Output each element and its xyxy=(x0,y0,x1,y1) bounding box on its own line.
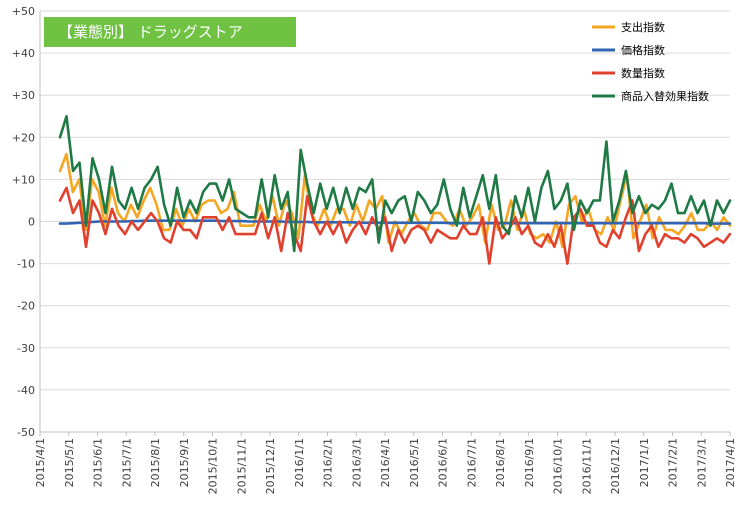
y-tick-labels: +50 +40 +30 +20 +10 0 -10 -20 -30 -40 -50 xyxy=(12,5,35,439)
x-tick-label: 2015/10/1 xyxy=(207,438,220,494)
x-tick-label: 2017/3/1 xyxy=(695,438,708,487)
y-tick-label: 0 xyxy=(28,216,35,229)
x-tick-label: 2016/10/1 xyxy=(552,438,565,494)
series-line-3 xyxy=(58,115,732,253)
x-tick-label: 2016/1/1 xyxy=(293,438,306,487)
series-line-2 xyxy=(58,186,732,265)
y-tick-label: -30 xyxy=(17,342,35,355)
x-tick-label: 2016/4/1 xyxy=(379,438,392,487)
x-tick-label: 2016/7/1 xyxy=(465,438,478,487)
x-tick-label: 2016/2/1 xyxy=(322,438,335,487)
axes xyxy=(39,11,731,436)
x-tick-label: 2015/8/1 xyxy=(149,438,162,487)
x-tick-label: 2016/8/1 xyxy=(494,438,507,487)
y-tick-label: -20 xyxy=(17,300,35,313)
y-tick-label: -10 xyxy=(17,258,35,271)
y-tick-label: +30 xyxy=(12,89,35,102)
x-tick-labels: 2015/4/1 2015/5/1 2015/6/1 2015/7/1 2015/8/1… xyxy=(34,438,735,494)
x-tick-label: 2015/12/1 xyxy=(264,438,277,494)
legend-label: 支出指数 xyxy=(621,20,665,34)
chart-title-box: 【業態別】 ドラッグストア xyxy=(44,17,296,47)
legend-label: 数量指数 xyxy=(621,66,665,80)
x-tick-label: 2016/5/1 xyxy=(408,438,421,487)
y-tick-label: +10 xyxy=(12,173,35,186)
x-tick-label: 2016/11/1 xyxy=(580,438,593,494)
x-tick-label: 2015/11/1 xyxy=(235,438,248,494)
x-tick-label: 2016/9/1 xyxy=(523,438,536,487)
y-tick-label: -50 xyxy=(17,426,35,439)
x-tick-label: 2017/2/1 xyxy=(667,438,680,487)
y-tick-label: +40 xyxy=(12,47,35,60)
y-tick-label: -40 xyxy=(17,384,35,397)
x-tick-label: 2015/4/1 xyxy=(34,438,47,487)
chart-title: 【業態別】 ドラッグストア xyxy=(58,23,243,41)
legend-label: 価格指数 xyxy=(621,43,665,57)
x-tick-label: 2016/6/1 xyxy=(437,438,450,487)
x-tick-label: 2017/1/1 xyxy=(638,438,651,487)
y-tick-label: +50 xyxy=(12,5,35,18)
x-tick-label: 2017/4/1 xyxy=(724,438,735,487)
series-lines xyxy=(58,115,732,265)
chart-title-background xyxy=(44,17,296,47)
y-tick-label: +20 xyxy=(12,131,35,144)
x-tick-label: 2015/9/1 xyxy=(178,438,191,487)
x-tick-label: 2015/7/1 xyxy=(120,438,133,487)
x-tick-label: 2015/5/1 xyxy=(63,438,76,487)
legend-label: 商品入替効果指数 xyxy=(621,89,709,103)
x-tick-label: 2016/3/1 xyxy=(350,438,363,487)
x-tick-label: 2016/12/1 xyxy=(609,438,622,494)
x-tick-label: 2015/6/1 xyxy=(92,438,105,487)
